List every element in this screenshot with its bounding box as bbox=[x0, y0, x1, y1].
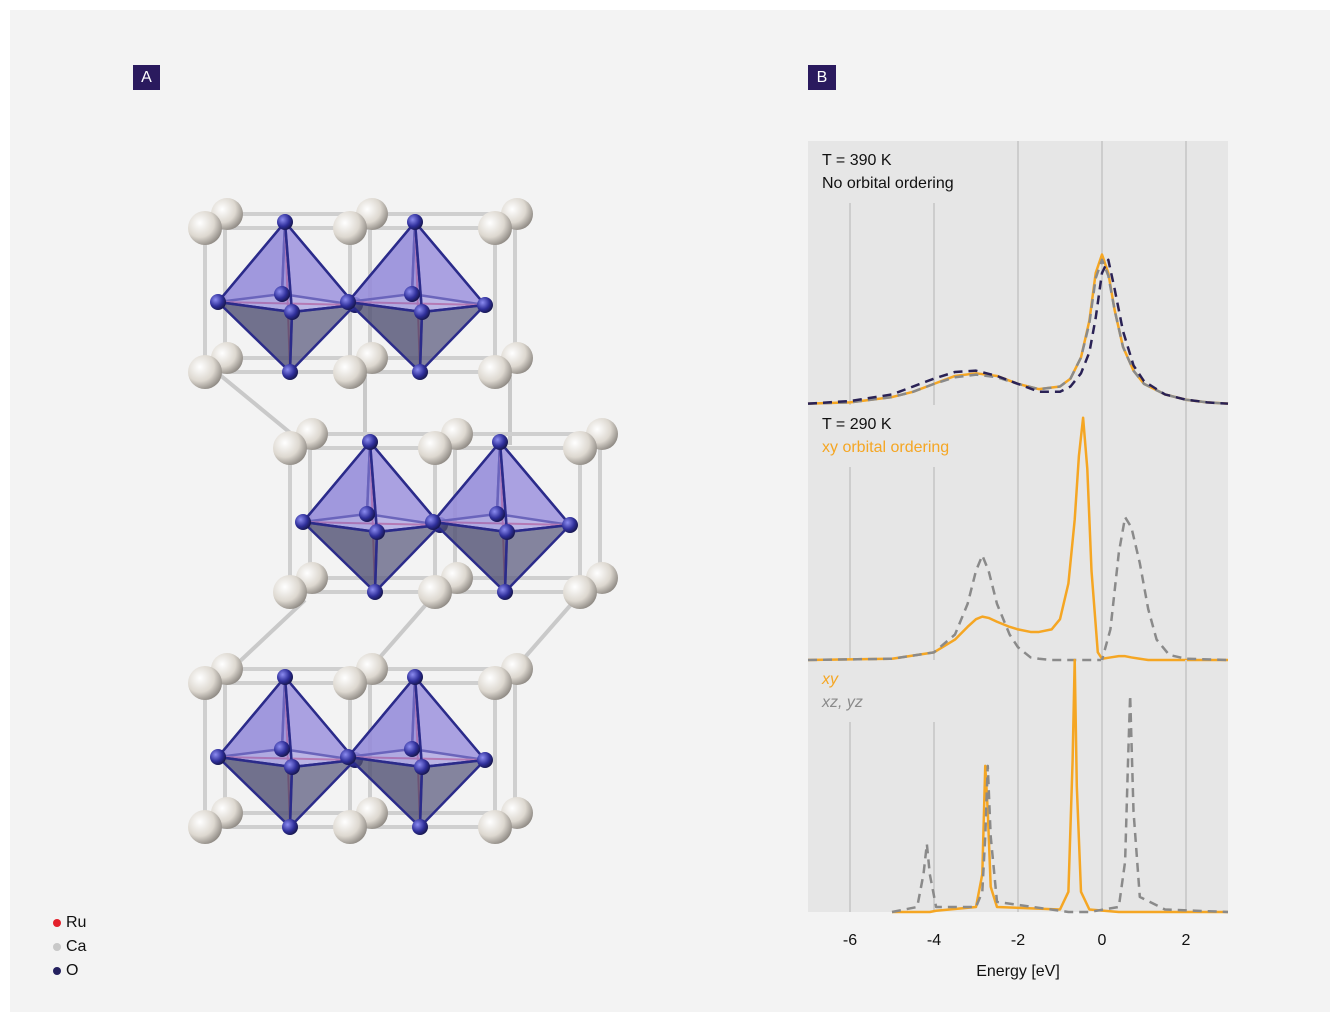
o-atom bbox=[497, 584, 513, 600]
legend-label: Ca bbox=[66, 938, 87, 955]
ca-atom bbox=[563, 431, 597, 465]
ca-atom bbox=[188, 211, 222, 245]
o-atom bbox=[340, 294, 356, 310]
o-atom bbox=[499, 524, 515, 540]
x-axis-label: Energy [eV] bbox=[976, 963, 1060, 980]
ca-atom bbox=[333, 666, 367, 700]
legend-swatch bbox=[53, 967, 61, 975]
panel-label: B bbox=[817, 69, 828, 86]
ca-atom bbox=[478, 211, 512, 245]
o-atom bbox=[274, 286, 290, 302]
o-atom bbox=[210, 294, 226, 310]
body: A B Ru Ca O T = 390 K No orbital ordering T =… bbox=[0, 0, 1340, 1014]
x-tick-label: 0 bbox=[1098, 932, 1107, 949]
o-atom bbox=[359, 506, 375, 522]
o-atom bbox=[282, 364, 298, 380]
o-atom bbox=[414, 304, 430, 320]
o-atom bbox=[492, 434, 508, 450]
legend-swatch bbox=[53, 943, 61, 951]
legend-label: Ru bbox=[66, 914, 86, 931]
o-atom bbox=[277, 214, 293, 230]
legend-label: O bbox=[66, 962, 78, 979]
figure: A B Ru Ca O T = 390 K No orbital ordering T =… bbox=[0, 0, 1340, 1014]
o-atom bbox=[362, 434, 378, 450]
ca-atom bbox=[418, 575, 452, 609]
o-atom bbox=[367, 584, 383, 600]
o-atom bbox=[284, 759, 300, 775]
ca-atom bbox=[188, 810, 222, 844]
ca-atom bbox=[478, 810, 512, 844]
ca-atom bbox=[188, 355, 222, 389]
o-atom bbox=[404, 286, 420, 302]
ca-atom bbox=[333, 211, 367, 245]
x-tick-label: -4 bbox=[927, 932, 941, 949]
x-tick-label: -2 bbox=[1011, 932, 1025, 949]
o-atom bbox=[274, 741, 290, 757]
ca-atom bbox=[273, 431, 307, 465]
o-atom bbox=[407, 214, 423, 230]
o-atom bbox=[277, 669, 293, 685]
o-atom bbox=[489, 506, 505, 522]
o-atom bbox=[210, 749, 226, 765]
legend-label: xy bbox=[821, 671, 839, 688]
o-atom bbox=[404, 741, 420, 757]
x-tick-label: 2 bbox=[1182, 932, 1191, 949]
o-atom bbox=[369, 524, 385, 540]
x-tick-label: -6 bbox=[843, 932, 857, 949]
o-atom bbox=[407, 669, 423, 685]
annotation: T = 390 K bbox=[822, 152, 892, 169]
page: Structure and orbital ordering {"panel_l… bbox=[0, 0, 1340, 1014]
ca-atom bbox=[478, 355, 512, 389]
ca-atom bbox=[563, 575, 597, 609]
o-atom bbox=[340, 749, 356, 765]
o-atom bbox=[425, 514, 441, 530]
o-atom bbox=[412, 819, 428, 835]
ca-atom bbox=[478, 666, 512, 700]
panel-label: A bbox=[141, 69, 152, 86]
o-atom bbox=[284, 304, 300, 320]
o-atom bbox=[477, 752, 493, 768]
o-atom bbox=[295, 514, 311, 530]
ca-atom bbox=[188, 666, 222, 700]
annotation: T = 290 K bbox=[822, 416, 892, 433]
annotation: No orbital ordering bbox=[822, 175, 954, 192]
o-atom bbox=[412, 364, 428, 380]
ca-atom bbox=[333, 810, 367, 844]
o-atom bbox=[562, 517, 578, 533]
ca-atom bbox=[418, 431, 452, 465]
ca-atom bbox=[273, 575, 307, 609]
annotation: xy orbital ordering bbox=[822, 439, 949, 456]
o-atom bbox=[282, 819, 298, 835]
o-atom bbox=[414, 759, 430, 775]
legend-label: xz, yz bbox=[821, 694, 863, 711]
ca-atom bbox=[333, 355, 367, 389]
legend-swatch bbox=[53, 919, 61, 927]
o-atom bbox=[477, 297, 493, 313]
